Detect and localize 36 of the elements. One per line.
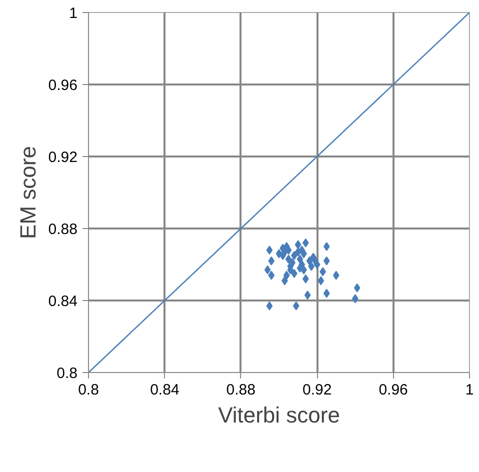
point [266, 301, 273, 310]
x-tick-label: 0.84 [150, 382, 180, 398]
y-tick-label: 0.92 [48, 149, 78, 166]
y-tick-label: 1 [69, 5, 78, 22]
x-tick-label: 0.92 [302, 382, 332, 398]
point [268, 270, 275, 280]
point [285, 254, 292, 264]
point [304, 290, 311, 300]
point [294, 240, 302, 250]
point [314, 260, 320, 269]
y-tick-label: 0.84 [48, 293, 78, 310]
x-tick-label: 0.88 [226, 382, 256, 398]
y-tick-label: 0.96 [48, 77, 78, 94]
point [308, 262, 315, 271]
point [283, 270, 290, 280]
point [323, 288, 330, 298]
point [268, 256, 275, 266]
point [264, 265, 271, 274]
x-tick-label: 0.8 [78, 382, 99, 398]
point [332, 270, 340, 280]
point [323, 256, 330, 266]
point [296, 254, 304, 264]
point [291, 269, 298, 278]
point [323, 242, 330, 251]
y-axis-title: EM score [15, 146, 40, 239]
y-tick-label: 0.88 [48, 221, 78, 238]
point [318, 276, 324, 286]
point [291, 251, 298, 260]
point [354, 283, 360, 292]
x-axis-title: Viterbi score [218, 402, 340, 428]
x-tick-label: 0.96 [378, 382, 408, 398]
point [266, 246, 273, 255]
x-tick-label: 1 [465, 382, 474, 398]
point [292, 301, 300, 310]
y-tick-label: 0.8 [56, 365, 78, 382]
point [276, 249, 282, 258]
